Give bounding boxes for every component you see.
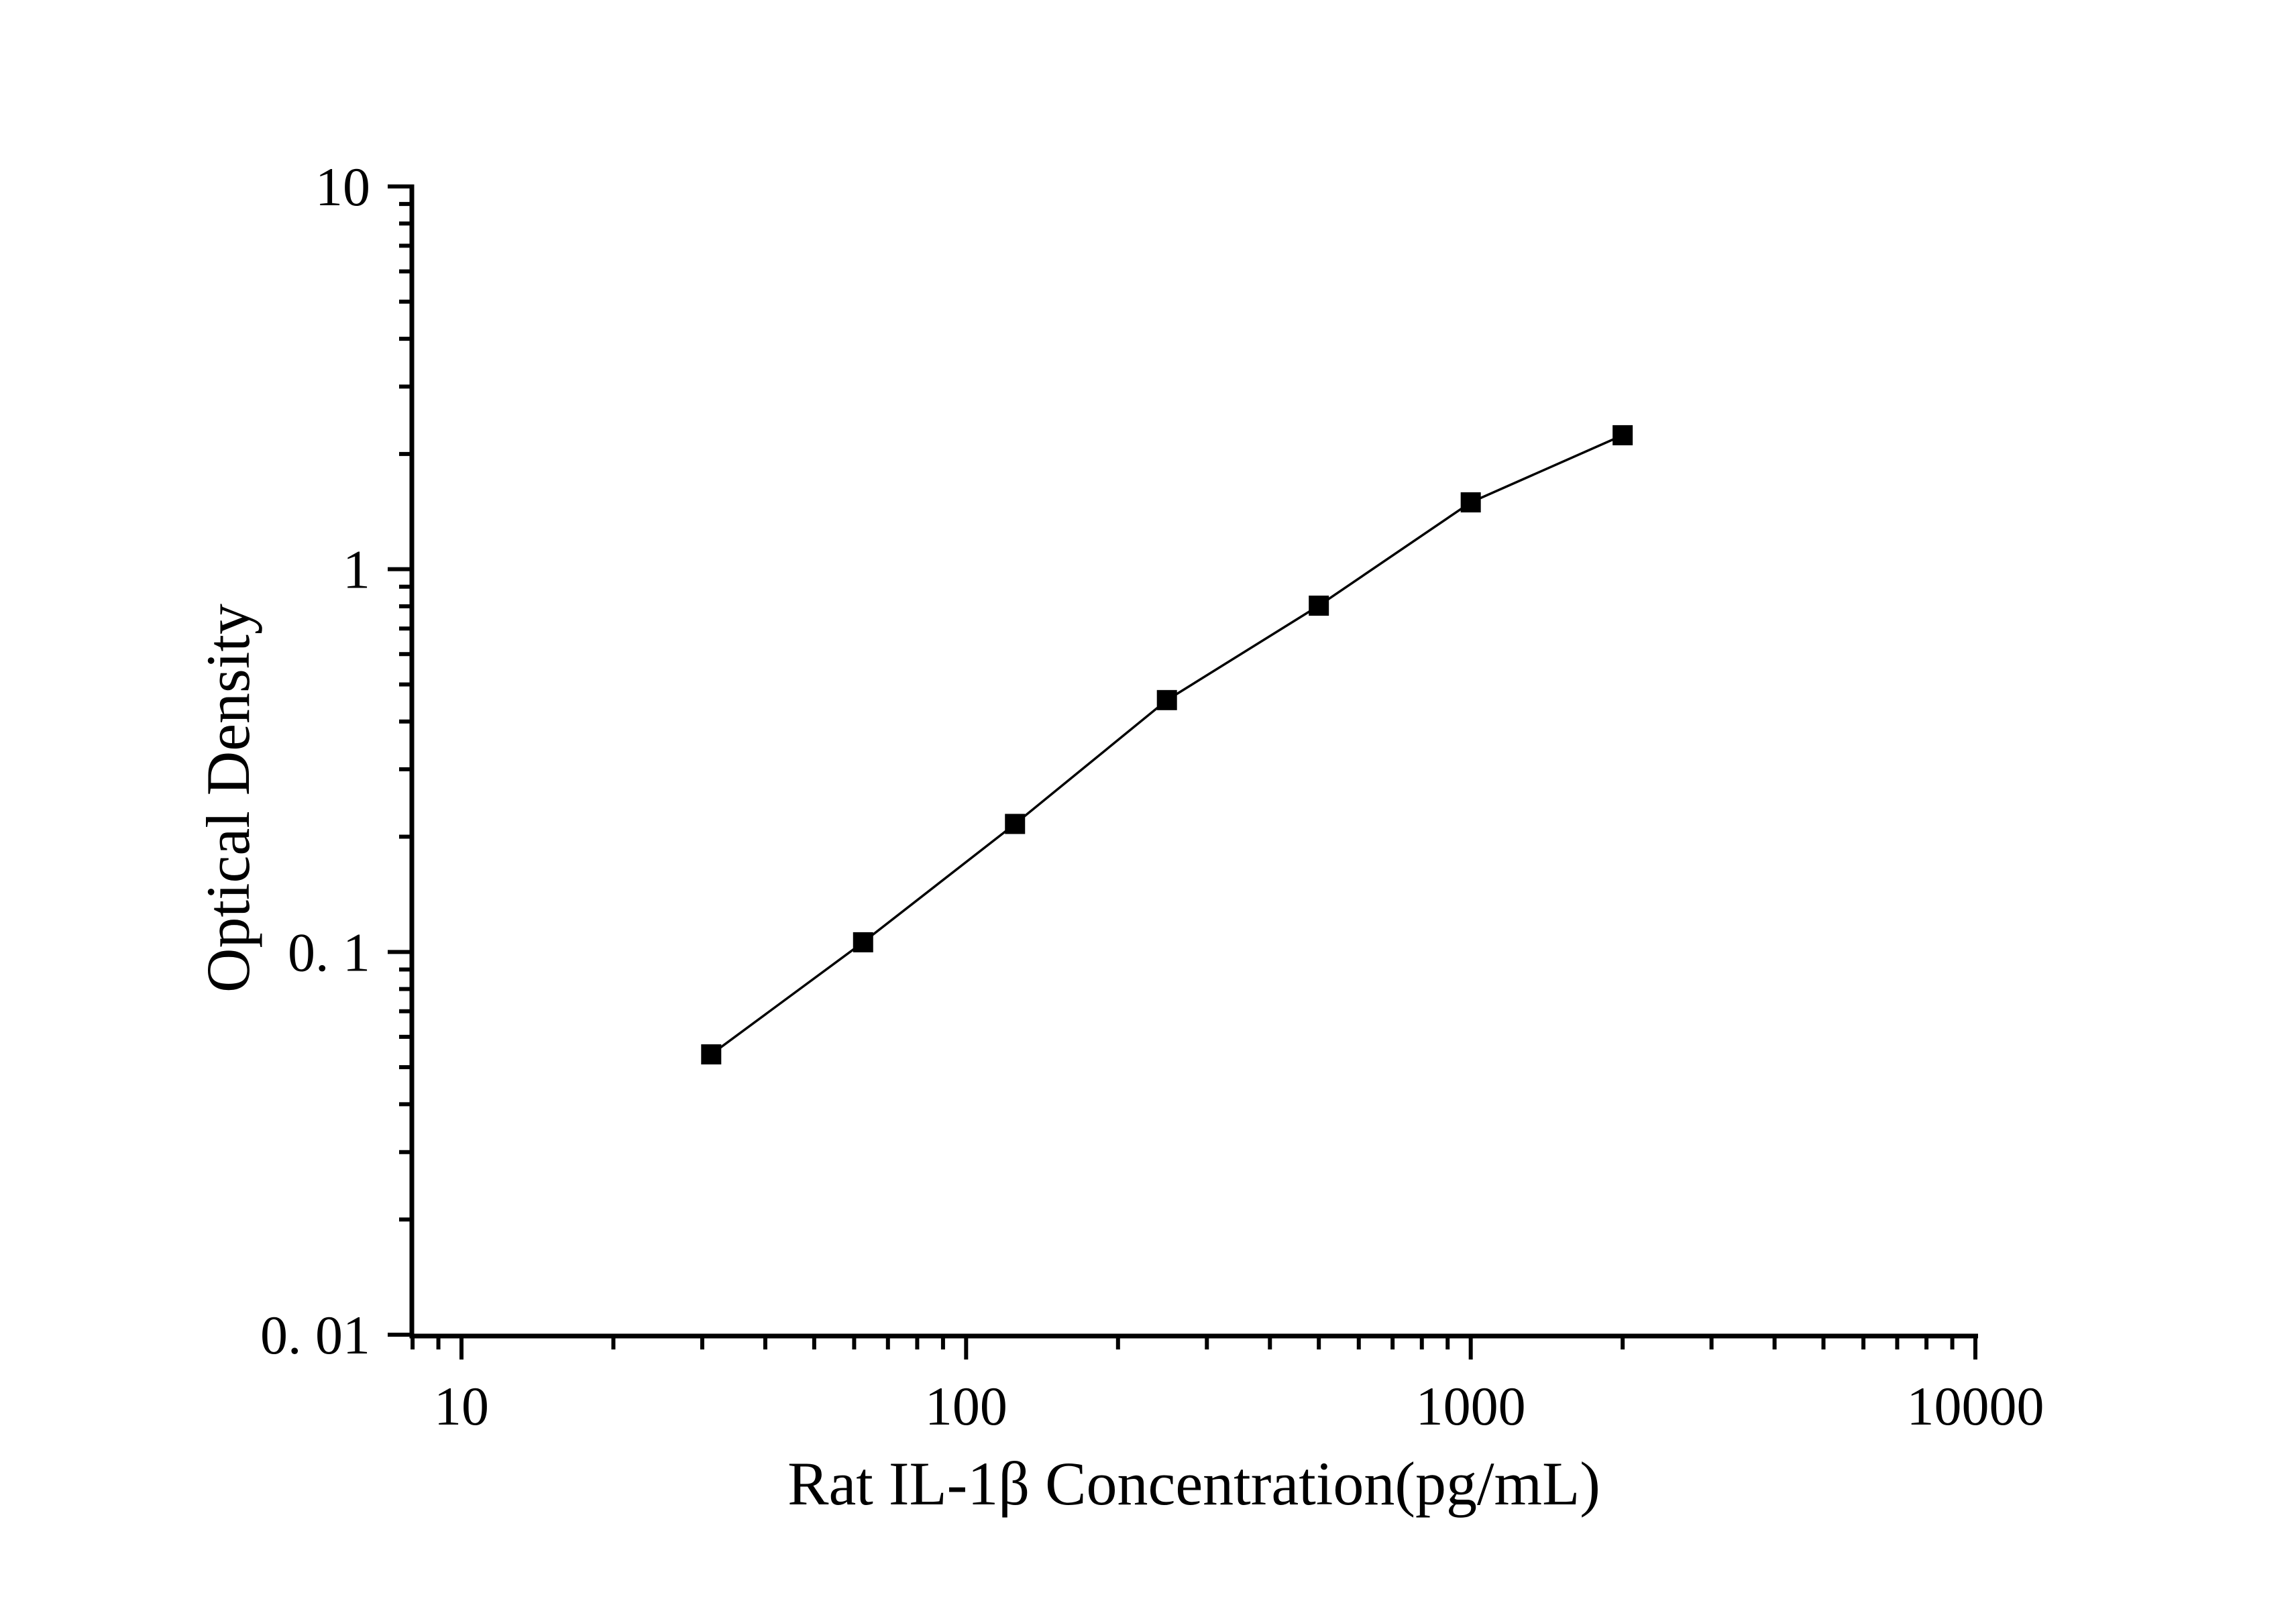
x-axis-title: Rat IL-1β Concentration(pg/mL) <box>787 1449 1600 1518</box>
x-tick-label: 100 <box>925 1376 1007 1437</box>
data-point-marker <box>1309 596 1329 616</box>
data-point-marker <box>1005 814 1026 834</box>
data-point-marker <box>701 1044 722 1065</box>
data-point-marker <box>1612 425 1633 445</box>
y-axis-title: Optical Density <box>194 604 262 993</box>
x-tick-label: 1000 <box>1416 1376 1526 1437</box>
data-point-marker <box>1460 492 1481 513</box>
y-tick-label: 0. 1 <box>288 922 370 983</box>
x-tick-label: 10000 <box>1906 1376 2044 1437</box>
y-tick-label: 10 <box>315 156 370 217</box>
x-tick-label: 10 <box>434 1376 489 1437</box>
y-tick-label: 1 <box>343 539 370 600</box>
y-tick-label: 0. 01 <box>260 1305 370 1366</box>
data-point-marker <box>1156 689 1177 710</box>
data-point-marker <box>853 932 873 952</box>
axis-frame <box>409 184 1978 1339</box>
series-line <box>710 434 1623 1056</box>
